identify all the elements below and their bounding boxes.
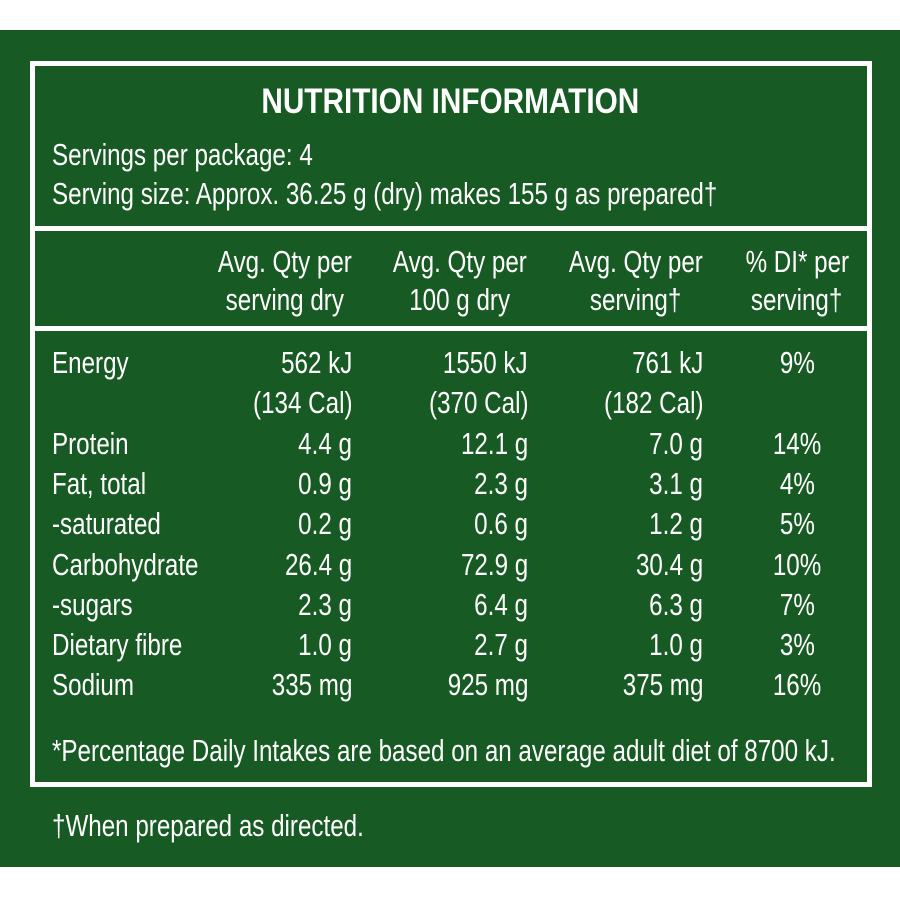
nutrition-panel — [0, 30, 900, 867]
nutrient-value: 2.3 g — [474, 465, 528, 501]
nutrient-value: 12.1 g — [460, 425, 528, 461]
nutrient-value: 761 kJ — [631, 345, 703, 380]
nutrient-name: Dietary fibre — [52, 627, 183, 663]
nutrient-name: Protein — [52, 425, 129, 461]
divider-line — [30, 326, 872, 331]
nutrient-name: Carbohydrate — [52, 546, 199, 582]
daily-intake-percent: 4% — [779, 465, 815, 501]
energy-calories: (182 Cal) — [603, 385, 703, 421]
nutrient-value: 3.1 g — [649, 465, 703, 501]
nutrient-value: 4.4 g — [298, 425, 352, 461]
nutrient-value: 30.4 g — [635, 546, 703, 582]
nutrient-value: 925 mg — [447, 667, 528, 703]
daily-intake-percent: 9% — [779, 345, 815, 380]
footnote-daily-intake: *Percentage Daily Intakes are based on a… — [52, 733, 836, 768]
nutrient-value: 6.3 g — [649, 586, 703, 622]
column-header: Avg. Qty per — [218, 244, 352, 279]
column-header: serving† — [751, 282, 843, 317]
nutrient-value: 1.0 g — [649, 627, 703, 663]
daily-intake-percent: 16% — [772, 667, 822, 703]
nutrient-name: -saturated — [52, 506, 161, 542]
nutrient-value: 1550 kJ — [443, 345, 528, 380]
daily-intake-percent: 5% — [779, 506, 815, 542]
nutrient-value: 0.2 g — [298, 506, 352, 542]
nutrient-value: 562 kJ — [280, 345, 352, 380]
divider-line — [30, 226, 872, 231]
nutrient-value: 6.4 g — [474, 586, 528, 622]
nutrient-value: 0.9 g — [298, 465, 352, 501]
nutrient-name: Energy — [52, 345, 129, 380]
serving-size: Serving size: Approx. 36.25 g (dry) make… — [52, 176, 718, 211]
nutrient-value: 26.4 g — [284, 546, 352, 582]
daily-intake-percent: 7% — [779, 586, 815, 622]
nutrient-name: Fat, total — [52, 465, 147, 501]
nutrient-value: 335 mg — [271, 667, 352, 703]
daily-intake-percent: 14% — [772, 425, 822, 461]
nutrient-value: 2.3 g — [298, 586, 352, 622]
column-header: Avg. Qty per — [569, 244, 703, 279]
nutrient-value: 1.2 g — [649, 506, 703, 542]
column-header: % DI* per — [745, 244, 849, 279]
energy-calories: (134 Cal) — [252, 385, 352, 421]
nutrient-name: -sugars — [52, 586, 133, 622]
footnote-prepared: †When prepared as directed. — [52, 808, 364, 843]
nutrition-table-border — [30, 61, 872, 787]
nutrient-value: 1.0 g — [298, 627, 352, 663]
column-header: serving dry — [225, 282, 345, 317]
nutrient-name: Sodium — [52, 667, 134, 703]
nutrient-value: 2.7 g — [474, 627, 528, 663]
daily-intake-percent: 10% — [772, 546, 822, 582]
daily-intake-percent: 3% — [779, 627, 815, 663]
column-header: Avg. Qty per — [393, 244, 527, 279]
column-header: 100 g dry — [409, 282, 511, 317]
nutrient-value: 72.9 g — [460, 546, 528, 582]
nutrient-value: 7.0 g — [649, 425, 703, 461]
energy-calories: (370 Cal) — [428, 385, 528, 421]
nutrient-value: 375 mg — [622, 667, 703, 703]
nutrient-value: 0.6 g — [474, 506, 528, 542]
panel-title: NUTRITION INFORMATION — [261, 82, 639, 121]
servings-per-package: Servings per package: 4 — [52, 137, 313, 172]
column-header: serving† — [590, 282, 682, 317]
